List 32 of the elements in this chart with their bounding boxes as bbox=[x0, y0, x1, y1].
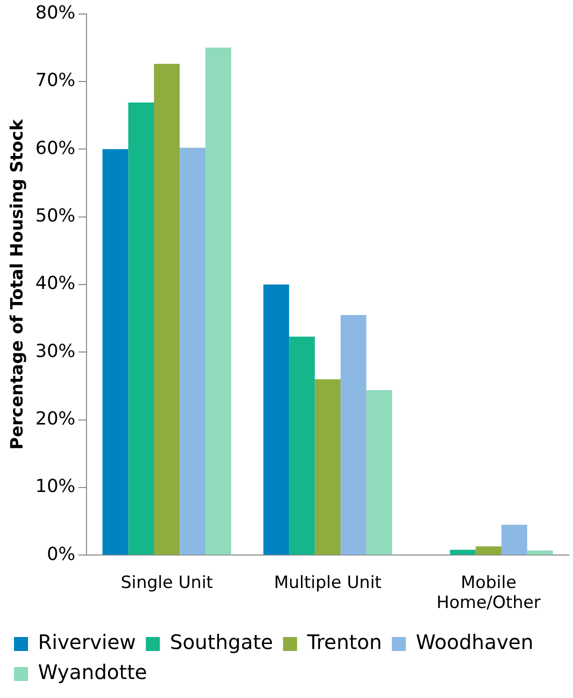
legend-label: Wyandotte bbox=[38, 660, 148, 684]
bar bbox=[340, 314, 366, 555]
y-tick-label: 70% bbox=[35, 70, 76, 92]
legend-label: Trenton bbox=[306, 630, 382, 654]
bar bbox=[128, 102, 154, 555]
y-tick-label: 0% bbox=[46, 544, 76, 565]
y-tick-label: 10% bbox=[35, 476, 76, 498]
x-tick-label: Multiple Unit bbox=[274, 572, 382, 593]
legend-label: Woodhaven bbox=[416, 630, 534, 654]
y-tick-label: 30% bbox=[35, 340, 76, 362]
x-tick-label: Single Unit bbox=[120, 572, 214, 593]
bar bbox=[501, 524, 528, 555]
bar bbox=[154, 64, 180, 555]
bar bbox=[366, 390, 392, 555]
legend-label: Riverview bbox=[38, 630, 136, 654]
bar bbox=[314, 379, 341, 555]
y-axis-title: Percentage of Total Housing Stock bbox=[8, 118, 28, 450]
bar bbox=[289, 336, 315, 555]
bar bbox=[450, 550, 476, 555]
x-tick-label: Mobile Home/Other bbox=[436, 572, 541, 614]
bar bbox=[180, 148, 206, 555]
bar bbox=[205, 48, 232, 555]
y-tick-label: 40% bbox=[35, 273, 76, 294]
y-tick-label: 50% bbox=[35, 205, 76, 226]
bar bbox=[102, 149, 128, 555]
y-tick-label: 20% bbox=[35, 408, 76, 430]
bar bbox=[263, 284, 290, 555]
bar bbox=[476, 546, 502, 555]
bar bbox=[527, 550, 553, 555]
y-tick-label: 60% bbox=[35, 138, 76, 159]
legend-label: Southgate bbox=[170, 630, 274, 654]
y-tick-label: 80% bbox=[35, 2, 76, 24]
